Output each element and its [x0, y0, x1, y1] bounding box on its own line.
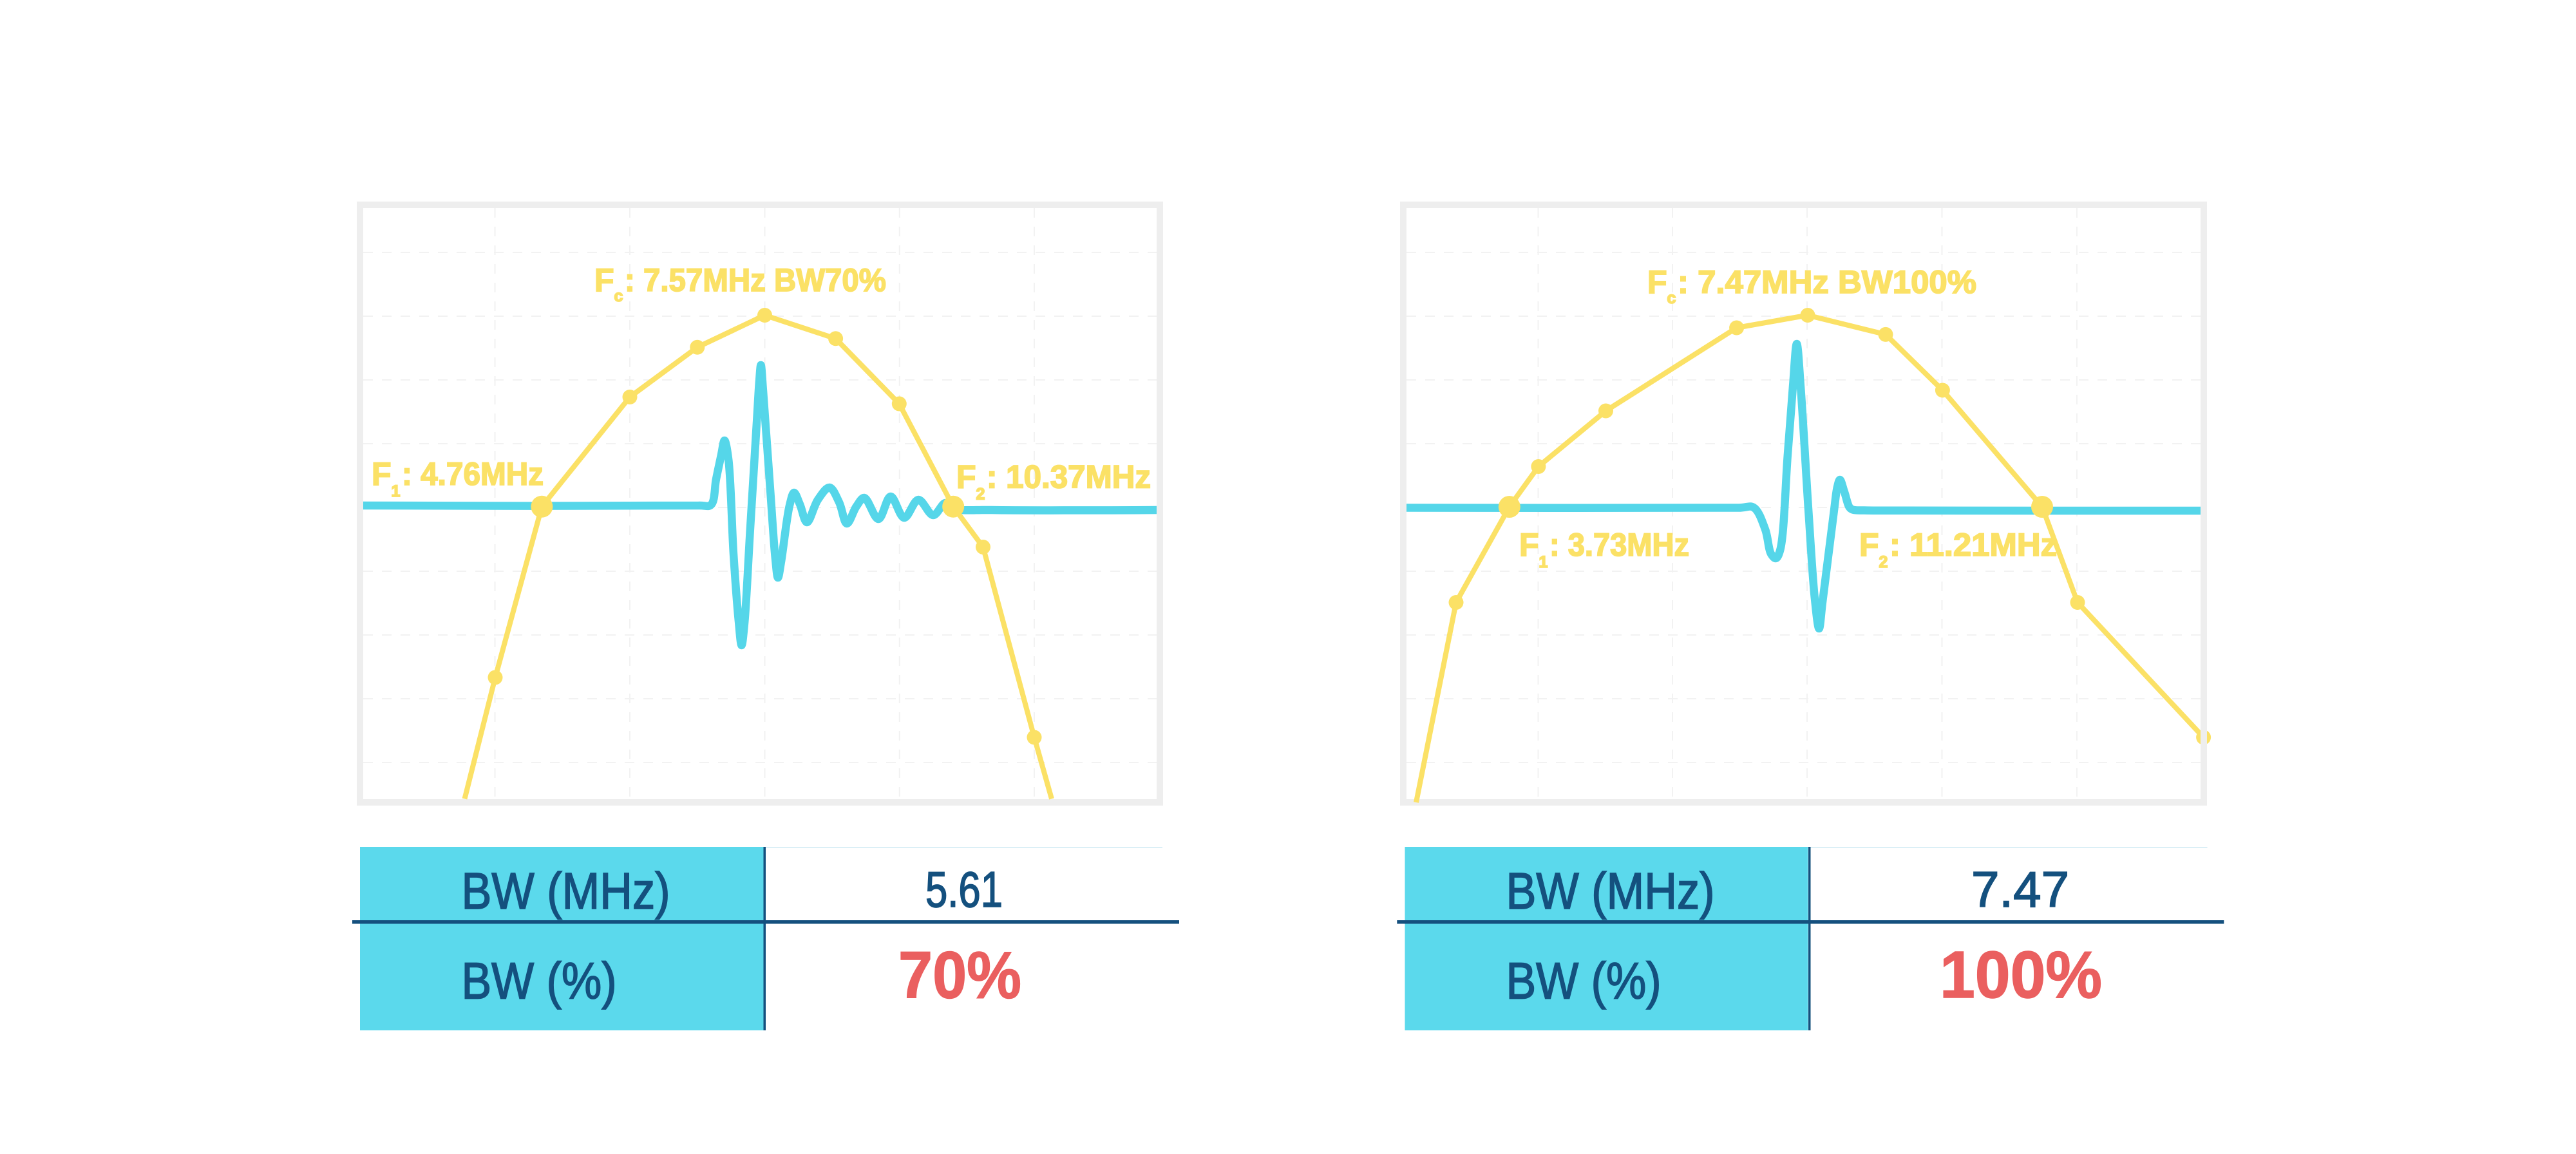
svg-text:F: F: [1647, 264, 1667, 300]
svg-text:: 10.37MHz: : 10.37MHz: [987, 459, 1151, 495]
svg-text:BW (%): BW (%): [462, 952, 617, 1010]
svg-text:c: c: [1667, 289, 1676, 307]
svg-text:1: 1: [1539, 553, 1548, 571]
svg-text:F: F: [956, 459, 976, 495]
svg-text:: 3.73MHz: : 3.73MHz: [1549, 527, 1689, 563]
svg-text:: 11.21MHz: : 11.21MHz: [1889, 527, 2057, 563]
svg-text:100%: 100%: [1940, 938, 2102, 1012]
svg-text:7.47: 7.47: [1971, 861, 2069, 918]
svg-text:BW (MHz): BW (MHz): [462, 862, 670, 920]
svg-text:F: F: [1519, 527, 1539, 563]
svg-text:c: c: [614, 287, 623, 305]
svg-text:F: F: [1859, 527, 1879, 563]
svg-text:: 7.57MHz BW70%: : 7.57MHz BW70%: [625, 262, 886, 298]
svg-text:1: 1: [392, 482, 401, 500]
svg-text:F: F: [594, 262, 614, 298]
svg-text:5.61: 5.61: [925, 861, 1003, 918]
svg-text:2: 2: [1879, 553, 1888, 571]
svg-text:F: F: [372, 456, 392, 492]
svg-text:BW (MHz): BW (MHz): [1506, 862, 1715, 920]
svg-text:: 4.76MHz: : 4.76MHz: [402, 456, 544, 492]
svg-text:BW (%): BW (%): [1506, 952, 1662, 1010]
svg-text:70%: 70%: [898, 938, 1021, 1012]
svg-text:: 7.47MHz BW100%: : 7.47MHz BW100%: [1678, 264, 1976, 300]
svg-text:2: 2: [976, 486, 985, 504]
